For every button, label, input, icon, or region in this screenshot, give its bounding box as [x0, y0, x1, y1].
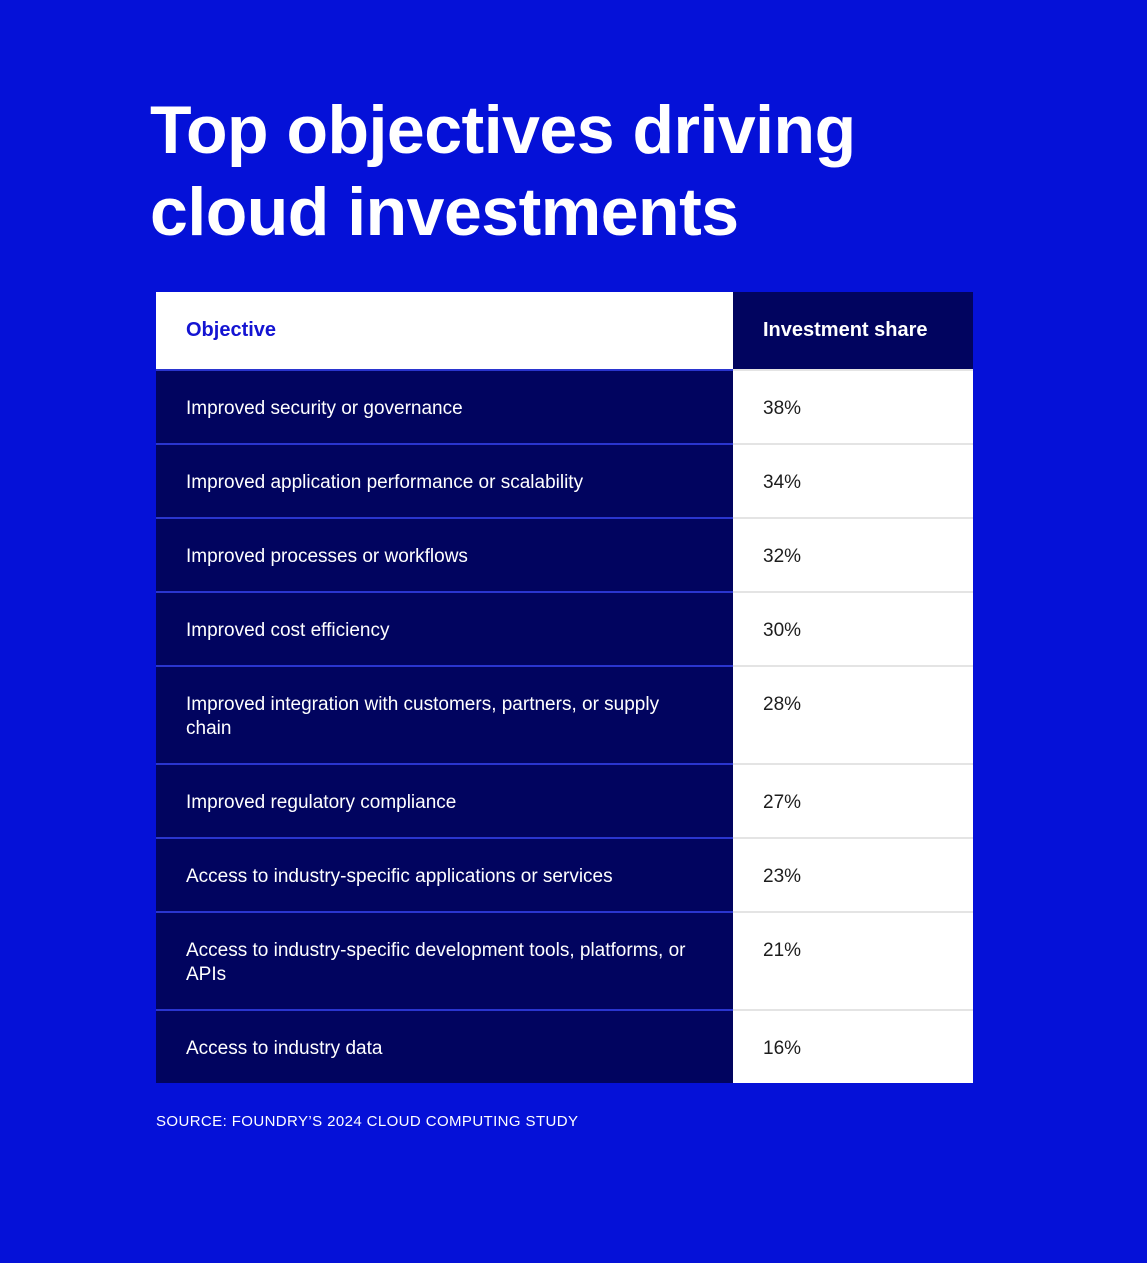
table-row: Access to industry-specific development … — [156, 911, 973, 1009]
table-row: Improved integration with customers, par… — [156, 665, 973, 763]
objective-cell: Improved cost efficiency — [156, 591, 733, 665]
table-row: Access to industry-specific applications… — [156, 837, 973, 911]
objective-cell: Improved application performance or scal… — [156, 443, 733, 517]
investment-share-cell: 27% — [733, 763, 973, 837]
table-row: Improved security or governance 38% — [156, 369, 973, 443]
objective-cell: Improved regulatory compliance — [156, 763, 733, 837]
investment-share-cell: 34% — [733, 443, 973, 517]
table-row: Improved cost efficiency 30% — [156, 591, 973, 665]
investment-share-cell: 16% — [733, 1009, 973, 1083]
source-note: SOURCE: FOUNDRY’S 2024 CLOUD COMPUTING S… — [156, 1113, 579, 1130]
table-row: Improved processes or workflows 32% — [156, 517, 973, 591]
objective-cell: Improved security or governance — [156, 369, 733, 443]
investment-share-cell: 30% — [733, 591, 973, 665]
investment-share-cell: 32% — [733, 517, 973, 591]
table-row: Improved application performance or scal… — [156, 443, 973, 517]
objective-cell: Access to industry-specific applications… — [156, 837, 733, 911]
table-header-row: Objective Investment share — [156, 292, 973, 369]
investment-share-cell: 38% — [733, 369, 973, 443]
objective-cell: Access to industry-specific development … — [156, 911, 733, 1009]
table-row: Improved regulatory compliance 27% — [156, 763, 973, 837]
table-row: Access to industry data 16% — [156, 1009, 973, 1083]
page-title: Top objectives driving cloud investments — [150, 89, 980, 253]
column-header-investment-share: Investment share — [733, 292, 973, 369]
investment-share-cell: 23% — [733, 837, 973, 911]
investment-objectives-table: Objective Investment share Improved secu… — [156, 292, 973, 1083]
infographic-page: Top objectives driving cloud investments … — [0, 89, 1147, 1263]
page-title-line-1: Top objectives driving — [150, 92, 856, 168]
objective-cell: Improved processes or workflows — [156, 517, 733, 591]
objective-cell: Access to industry data — [156, 1009, 733, 1083]
investment-share-cell: 21% — [733, 911, 973, 1009]
objective-cell: Improved integration with customers, par… — [156, 665, 733, 763]
investment-share-cell: 28% — [733, 665, 973, 763]
page-title-line-2: cloud investments — [150, 174, 739, 250]
column-header-objective: Objective — [156, 292, 733, 369]
